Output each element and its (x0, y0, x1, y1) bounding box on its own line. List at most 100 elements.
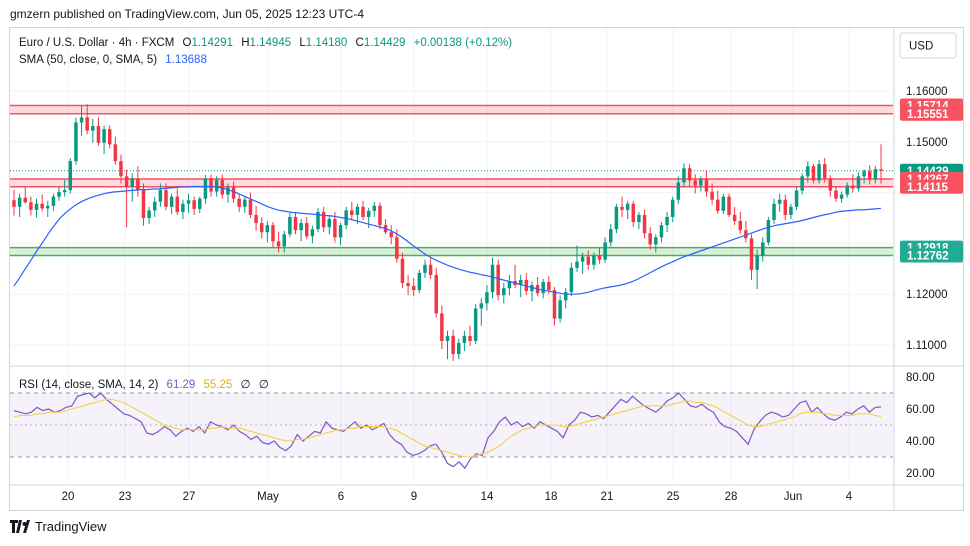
candle-body (614, 206, 619, 230)
close-value: 1.14429 (364, 37, 406, 49)
time-tick-label: 28 (725, 491, 738, 503)
candle-body (682, 168, 686, 183)
candle (817, 160, 821, 184)
candle-body (507, 280, 512, 289)
time-tick-label: 25 (667, 491, 680, 503)
candle-body (91, 126, 95, 131)
candle (710, 183, 714, 205)
candle-body (625, 203, 630, 210)
candle (327, 214, 332, 235)
candle (17, 193, 22, 217)
candle-body (113, 144, 118, 162)
candle (766, 216, 771, 246)
candle-body (254, 214, 258, 224)
candle-body (428, 264, 433, 275)
candle-body (192, 200, 196, 209)
candle-body (541, 282, 545, 294)
candle-body (648, 233, 652, 245)
time-tick-label: 23 (119, 491, 132, 503)
candle-body (867, 171, 872, 180)
candle-body (344, 210, 348, 226)
candle-body (856, 176, 861, 189)
candle-body (169, 196, 174, 207)
candle (518, 274, 523, 298)
candle-body (817, 164, 821, 181)
candle-body (378, 205, 382, 226)
candle-body (389, 232, 393, 238)
candlestick-series (12, 104, 883, 362)
candle-body (783, 199, 788, 215)
candle-body (74, 122, 78, 162)
candle-body (569, 267, 574, 293)
candle-body (102, 129, 106, 143)
candle (383, 219, 388, 235)
candle-body (17, 197, 22, 207)
candle (338, 223, 343, 246)
candle-body (851, 185, 855, 189)
candle-body (490, 264, 495, 293)
candle (271, 222, 275, 248)
candle-body (136, 178, 140, 191)
candle (856, 172, 861, 192)
symbol-title: Euro / U.S. Dollar · 4h · FXCM (19, 37, 174, 49)
candle-body (828, 178, 833, 191)
candle (372, 201, 377, 217)
currency-button[interactable]: USD (899, 32, 957, 59)
candle (417, 269, 422, 294)
candle (631, 200, 636, 228)
candle (642, 209, 647, 239)
candle (496, 259, 500, 301)
candle (243, 196, 247, 213)
candle (569, 262, 574, 297)
candle-body (305, 223, 309, 237)
candle (699, 176, 703, 192)
candle-body (440, 313, 444, 341)
time-tick-label: 14 (481, 491, 494, 503)
candle-body (558, 300, 562, 319)
candle-body (710, 191, 714, 200)
candle (806, 161, 810, 183)
chart-frame[interactable] (9, 27, 964, 511)
candle-body (575, 261, 579, 268)
candle (361, 200, 365, 221)
candle-body (96, 126, 101, 143)
candle (96, 117, 101, 146)
candle (457, 338, 461, 360)
candle (389, 225, 393, 245)
candle-body (107, 129, 112, 145)
rsi-null-2: ∅ (259, 379, 269, 391)
candle (181, 199, 185, 220)
candle (507, 274, 512, 296)
candle-body (665, 216, 669, 226)
candle (40, 194, 44, 212)
candle-body (834, 190, 838, 199)
candle-body (744, 230, 748, 239)
price-badge-bg (900, 248, 963, 263)
candle (625, 200, 630, 220)
candle-body (637, 214, 641, 223)
candle (558, 295, 562, 323)
sma-value: 1.13688 (165, 54, 207, 66)
candle (789, 203, 793, 220)
candle-body (333, 219, 337, 238)
candle (141, 183, 146, 226)
candle (665, 211, 669, 233)
candle (169, 193, 174, 214)
candle-body (372, 205, 377, 211)
rsi-label: RSI (14, close, SMA, 14, 2) (19, 379, 159, 391)
candle-body (445, 335, 450, 341)
candle-body (777, 199, 782, 204)
candle (586, 250, 590, 270)
tradingview-logo-icon (10, 520, 30, 533)
candle (620, 196, 624, 217)
candle (563, 288, 568, 309)
candle (755, 249, 759, 290)
candle (580, 252, 585, 274)
candle-body (496, 264, 500, 296)
time-tick-label: 4 (846, 491, 853, 503)
candle-body (243, 199, 247, 207)
candle (761, 237, 765, 262)
candle-body (417, 272, 422, 291)
tradingview-logo[interactable]: TradingView (10, 519, 107, 534)
